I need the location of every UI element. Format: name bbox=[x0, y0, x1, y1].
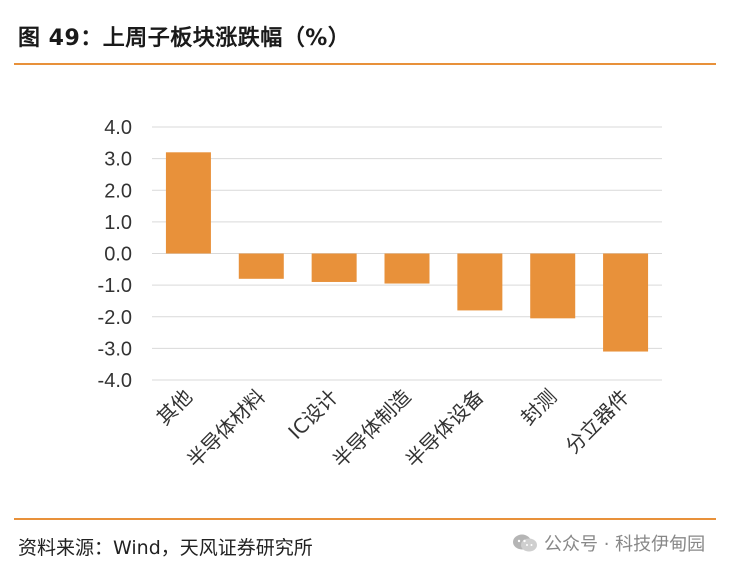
bar-6 bbox=[530, 253, 576, 319]
bar-2 bbox=[238, 253, 284, 279]
watermark: 公众号 · 科技伊甸园 bbox=[512, 530, 705, 556]
x-tick-label: 半导体制造 bbox=[328, 385, 416, 473]
wechat-icon bbox=[513, 534, 537, 552]
y-tick-labels: 4.0 3.0 2.0 1.0 0.0 -1.0 -2.0 -3.0 -4.0 bbox=[98, 117, 132, 392]
bar-3 bbox=[311, 253, 357, 282]
y-tick-label: -4.0 bbox=[98, 370, 132, 392]
y-tick-label: 4.0 bbox=[104, 117, 132, 139]
watermark-text: 公众号 · 科技伊甸园 bbox=[544, 534, 706, 555]
title-divider bbox=[14, 63, 716, 65]
y-tick-label: 2.0 bbox=[104, 180, 132, 202]
x-tick-label: 半导体设备 bbox=[401, 385, 489, 473]
bar-1 bbox=[165, 152, 211, 254]
x-tick-label: 封测 bbox=[516, 385, 561, 430]
bars bbox=[165, 152, 649, 352]
figure-title: 图 49：上周子板块涨跌幅（%） bbox=[18, 26, 351, 51]
source-note: 资料来源：Wind，天风证券研究所 bbox=[18, 537, 313, 559]
y-tick-label: 3.0 bbox=[104, 149, 132, 171]
y-tick-label: -1.0 bbox=[98, 275, 132, 297]
x-tick-label: 分立器件 bbox=[561, 385, 635, 459]
x-tick-label: 半导体材料 bbox=[182, 385, 270, 473]
y-tick-label: -2.0 bbox=[98, 307, 132, 329]
x-tick-label: 其他 bbox=[152, 385, 197, 430]
gridlines bbox=[152, 126, 662, 381]
x-tick-label: IC设计 bbox=[283, 385, 342, 444]
y-tick-label: -3.0 bbox=[98, 338, 132, 360]
y-tick-label: 0.0 bbox=[104, 244, 132, 266]
bar-5 bbox=[457, 253, 503, 311]
footer-divider bbox=[14, 518, 716, 520]
y-tick-label: 1.0 bbox=[104, 212, 132, 234]
bar-4 bbox=[384, 253, 430, 284]
bar-7 bbox=[603, 253, 649, 352]
